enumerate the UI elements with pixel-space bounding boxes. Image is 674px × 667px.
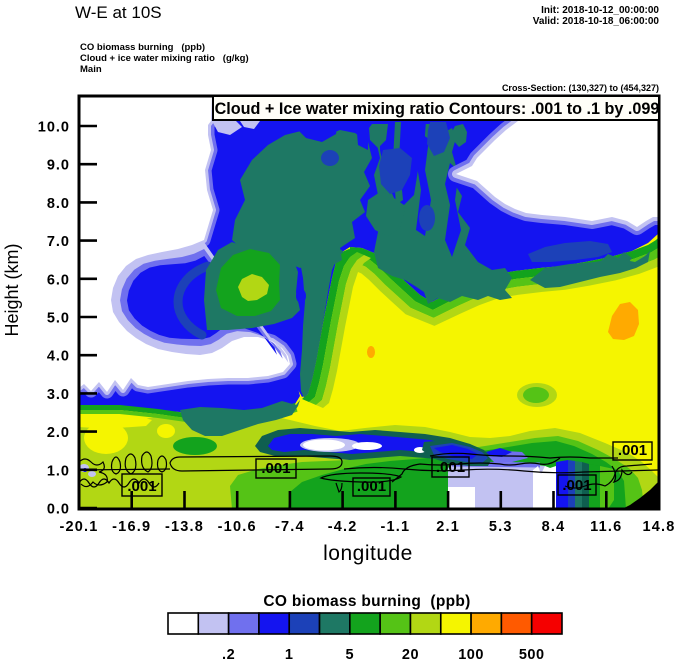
svg-text:Cloud + Ice water mixing ratio: Cloud + Ice water mixing ratio Contours:… [215, 100, 660, 118]
svg-text:Height (km): Height (km) [2, 243, 22, 336]
svg-text:3.0: 3.0 [47, 387, 70, 403]
svg-text:100: 100 [458, 647, 484, 663]
svg-text:-10.6: -10.6 [218, 519, 257, 535]
svg-text:5: 5 [346, 647, 355, 663]
svg-text:2.0: 2.0 [47, 425, 70, 441]
svg-text:20: 20 [402, 647, 419, 663]
svg-text:.2: .2 [222, 647, 235, 663]
svg-text:.001: .001 [261, 460, 290, 477]
svg-text:14.8: 14.8 [642, 519, 674, 535]
svg-text:W-E at 10S: W-E at 10S [75, 3, 162, 22]
svg-text:-4.2: -4.2 [328, 519, 358, 535]
svg-text:longitude: longitude [323, 542, 413, 565]
svg-text:Main: Main [80, 64, 102, 75]
svg-text:-20.1: -20.1 [59, 519, 98, 535]
svg-text:Cloud + ice water mixing ratio: Cloud + ice water mixing ratio (g/kg) [80, 53, 249, 64]
svg-text:-13.8: -13.8 [165, 519, 204, 535]
svg-text:8.4: 8.4 [542, 519, 566, 535]
svg-text:7.0: 7.0 [47, 234, 70, 250]
svg-text:Init: 2018-10-12_00:00:00: Init: 2018-10-12_00:00:00 [541, 5, 659, 16]
svg-text:9.0: 9.0 [47, 158, 70, 174]
svg-text:1.0: 1.0 [47, 463, 70, 479]
svg-text:0.0: 0.0 [47, 502, 70, 518]
svg-text:-7.4: -7.4 [275, 519, 305, 535]
svg-text:8.0: 8.0 [47, 196, 70, 212]
svg-text:500: 500 [519, 647, 545, 663]
svg-text:1: 1 [285, 647, 294, 663]
svg-text:5.3: 5.3 [489, 519, 513, 535]
svg-text:6.0: 6.0 [47, 272, 70, 288]
svg-text:11.6: 11.6 [590, 519, 622, 535]
svg-text:2.1: 2.1 [436, 519, 460, 535]
svg-text:CO biomass burning (ppb): CO biomass burning (ppb) [80, 42, 205, 53]
svg-text:.001: .001 [618, 442, 647, 459]
svg-text:Cross-Section: (130,327) to (4: Cross-Section: (130,327) to (454,327) [502, 83, 659, 93]
svg-text:.001: .001 [127, 478, 156, 495]
svg-text:4.0: 4.0 [47, 349, 70, 365]
svg-text:.001: .001 [436, 459, 465, 476]
svg-text:.001: .001 [357, 478, 386, 495]
svg-text:Valid: 2018-10-18_06:00:00: Valid: 2018-10-18_06:00:00 [533, 16, 660, 27]
svg-text:-16.9: -16.9 [112, 519, 151, 535]
svg-text:-1.1: -1.1 [381, 519, 411, 535]
svg-text:.001: .001 [562, 477, 591, 494]
svg-text:5.0: 5.0 [47, 311, 70, 327]
svg-text:10.0: 10.0 [38, 120, 70, 136]
svg-text:CO biomass burning (ppb): CO biomass burning (ppb) [263, 593, 470, 610]
